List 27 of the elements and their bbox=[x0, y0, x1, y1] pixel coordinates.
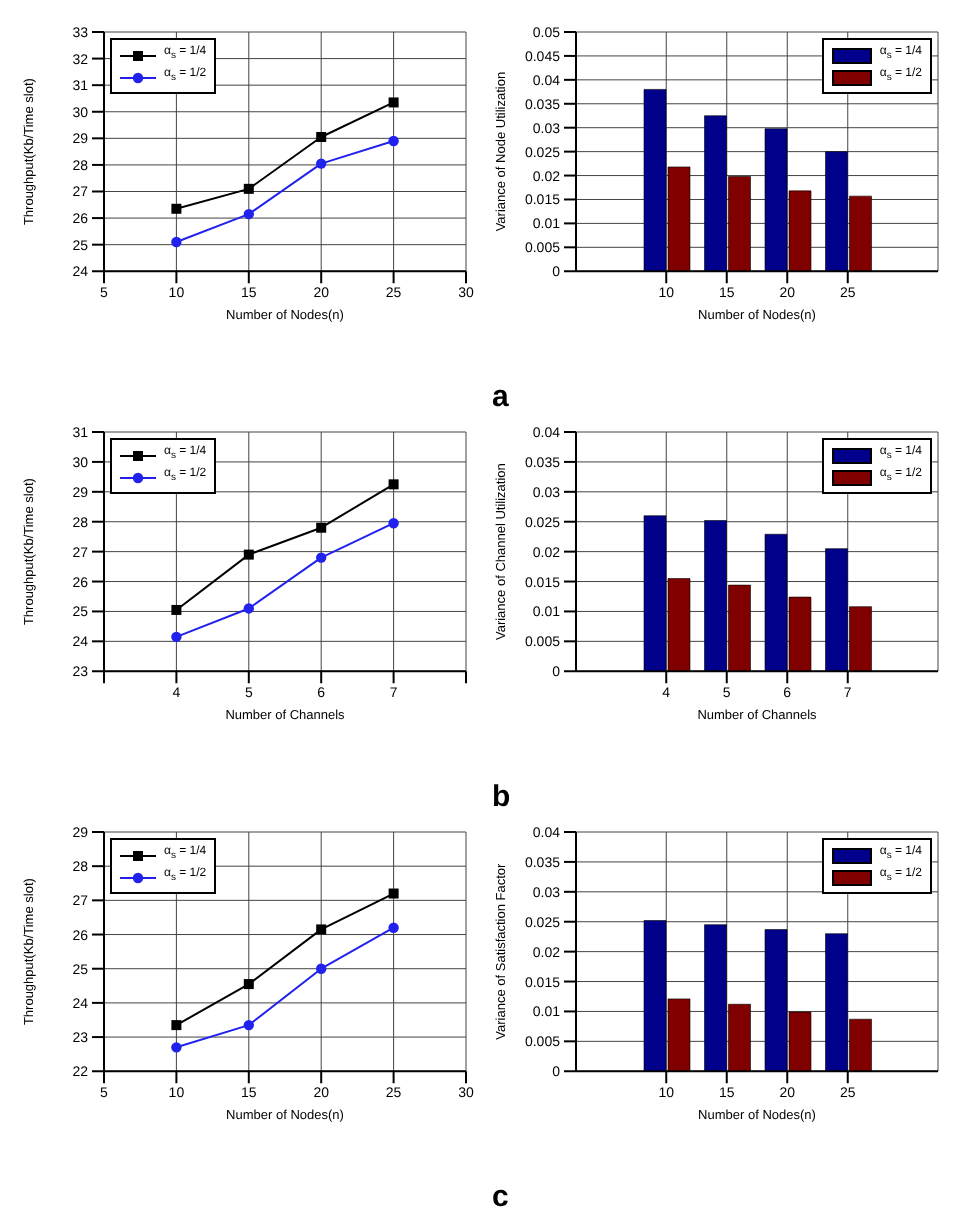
point bbox=[388, 888, 399, 899]
point bbox=[316, 132, 327, 142]
point bbox=[243, 979, 254, 990]
point bbox=[171, 203, 182, 214]
point bbox=[388, 518, 399, 529]
point bbox=[388, 97, 399, 108]
point bbox=[388, 922, 399, 933]
point bbox=[243, 549, 254, 560]
point bbox=[171, 1020, 182, 1031]
text: b bbox=[492, 780, 511, 814]
point bbox=[171, 236, 182, 248]
text: a bbox=[492, 380, 509, 414]
point bbox=[316, 158, 327, 169]
point bbox=[316, 924, 327, 935]
point bbox=[243, 603, 254, 614]
point bbox=[316, 963, 327, 974]
point bbox=[171, 1042, 182, 1053]
point bbox=[243, 183, 254, 194]
point bbox=[171, 604, 182, 615]
point bbox=[316, 552, 327, 563]
text: c bbox=[492, 1180, 509, 1214]
point bbox=[316, 522, 327, 533]
point bbox=[388, 479, 399, 490]
point bbox=[243, 1019, 254, 1031]
point bbox=[171, 631, 182, 643]
point bbox=[243, 208, 254, 220]
point bbox=[388, 135, 399, 147]
